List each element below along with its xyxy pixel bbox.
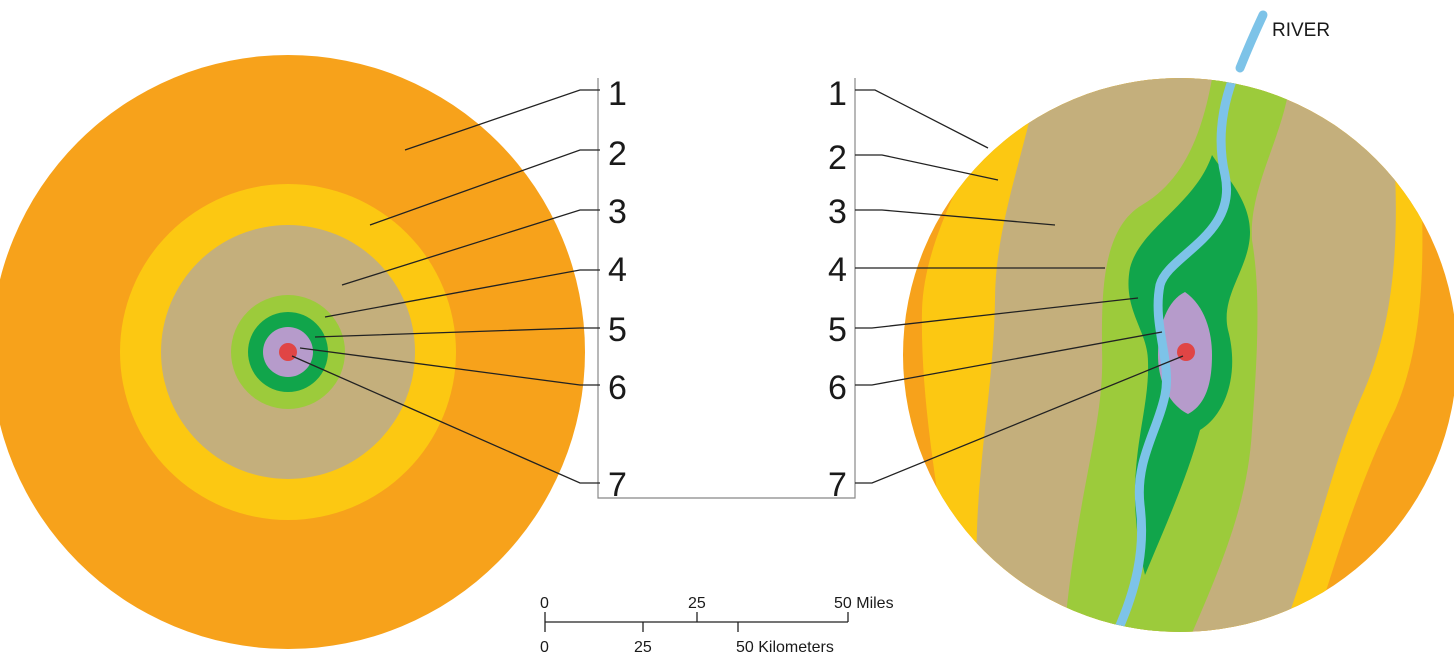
scale-bar: 0 25 50 Miles 0 25 50 Kilometers <box>540 595 894 656</box>
center-label-frame <box>597 78 856 499</box>
scale-miles-50: 50 Miles <box>834 595 894 612</box>
left-zone-label-2: 2 <box>608 135 627 173</box>
right-zone-label-2: 2 <box>828 139 847 177</box>
zone-7-core <box>1177 343 1195 361</box>
river-distorted-zone-model <box>903 78 1454 632</box>
left-zone-label-1: 1 <box>608 75 627 113</box>
river-upper-channel <box>1235 10 1268 73</box>
scale-miles-25: 25 <box>688 595 706 612</box>
right-leader-lines <box>855 89 1184 484</box>
right-zone-label-7: 7 <box>828 466 847 504</box>
scale-km-50: 50 Kilometers <box>736 639 834 656</box>
scale-km-0: 0 <box>540 639 549 656</box>
left-zone-label-3: 3 <box>608 193 627 231</box>
left-leader-lines <box>291 89 600 484</box>
zone-7-core <box>279 343 297 361</box>
scale-miles-0: 0 <box>540 595 549 612</box>
concentric-zone-model <box>0 55 585 649</box>
left-zone-label-7: 7 <box>608 466 627 504</box>
right-zone-label-4: 4 <box>828 251 847 289</box>
river-channel <box>1100 78 1273 632</box>
right-zone-label-1: 1 <box>828 75 847 113</box>
left-zone-numbers: 1 2 3 4 5 6 7 <box>608 75 627 504</box>
river-label: RIVER <box>1272 20 1330 41</box>
left-zone-label-6: 6 <box>608 369 627 407</box>
right-zone-label-6: 6 <box>828 369 847 407</box>
right-zone-label-5: 5 <box>828 311 847 349</box>
left-zone-label-4: 4 <box>608 251 627 289</box>
left-zone-label-5: 5 <box>608 311 627 349</box>
right-zone-label-3: 3 <box>828 193 847 231</box>
scale-km-25: 25 <box>634 639 652 656</box>
right-zone-numbers: 1 2 3 4 5 6 7 <box>828 75 847 504</box>
